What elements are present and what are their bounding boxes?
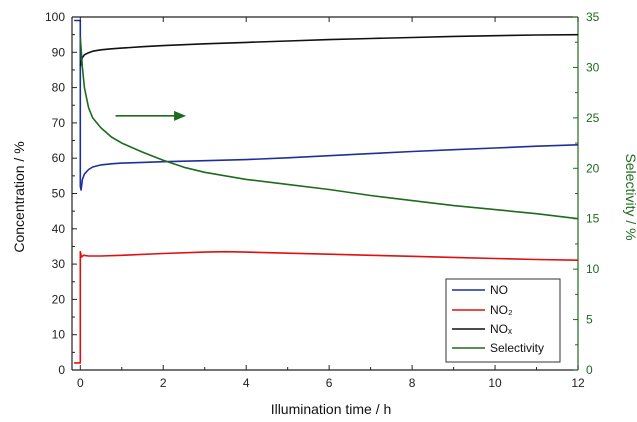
annotation-arrow-head [174,110,187,121]
x-tick-label: 4 [243,376,250,390]
axis-ticks: 0 2 4 6 8 10 120102030405060708090100051015202… [45,10,600,390]
legend-label-no2: NO₂ [490,303,513,317]
y-right-tick-label: 20 [586,161,600,175]
y-axis-right-title: Selectivity / % [623,153,637,240]
x-axis-title: Illumination time / h [271,401,392,417]
legend: NO NO₂ NOₓ Selectivity [445,278,561,363]
x-tick-label: 0 [77,376,84,390]
y-axis-left-title: Concentration / % [11,141,27,252]
x-tick-label: 8 [409,376,416,390]
legend-label-no: NO [490,283,508,297]
series-line-no [74,19,579,191]
series-line-selectivity [79,37,579,220]
y-left-tick-label: 100 [45,10,65,24]
y-right-tick-label: 15 [586,212,600,226]
series-line-nox [79,33,579,67]
y-right-tick-label: 35 [586,10,600,24]
y-right-tick-label: 5 [586,313,593,327]
y-left-tick-label: 60 [52,151,66,165]
y-left-tick-label: 50 [52,187,66,201]
y-right-tick-label: 10 [586,262,600,276]
y-left-tick-label: 10 [52,328,66,342]
x-tick-label: 10 [488,376,502,390]
x-tick-label: 12 [571,376,585,390]
y-left-tick-label: 20 [52,292,66,306]
series-line-no2 [74,250,579,364]
y-left-tick-label: 0 [58,363,65,377]
legend-label-selectivity: Selectivity [490,341,544,355]
y-left-tick-label: 40 [52,222,66,236]
y-left-tick-label: 90 [52,45,66,59]
y-left-tick-label: 30 [52,257,66,271]
y-right-tick-label: 25 [586,111,600,125]
series-lines [74,19,579,364]
y-right-tick-label: 30 [586,60,600,74]
y-right-tick-label: 0 [586,363,593,377]
y-left-tick-label: 80 [52,81,66,95]
annotation [115,110,187,121]
x-tick-label: 6 [326,376,333,390]
y-left-tick-label: 70 [52,116,66,130]
x-tick-label: 2 [160,376,167,390]
legend-label-nox: NOₓ [490,322,512,336]
